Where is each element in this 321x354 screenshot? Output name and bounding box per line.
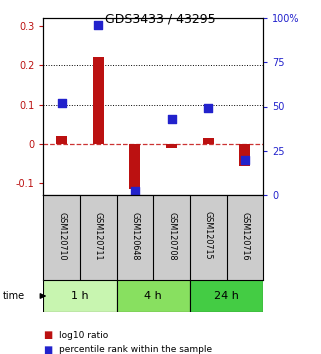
Text: GSM120708: GSM120708: [167, 212, 176, 260]
Bar: [166, 144, 177, 148]
Text: GDS3433 / 43295: GDS3433 / 43295: [105, 12, 216, 25]
Text: GSM120710: GSM120710: [57, 212, 66, 260]
Text: ■: ■: [43, 345, 53, 354]
Text: log10 ratio: log10 ratio: [59, 331, 108, 339]
Text: 24 h: 24 h: [214, 291, 239, 301]
Text: GSM120711: GSM120711: [94, 212, 103, 260]
Bar: [93, 57, 104, 144]
Text: ■: ■: [43, 330, 53, 340]
Bar: [239, 144, 250, 166]
Bar: [56, 136, 67, 144]
Text: 1 h: 1 h: [71, 291, 89, 301]
Text: GSM120716: GSM120716: [240, 212, 249, 260]
Point: [169, 116, 174, 122]
Text: percentile rank within the sample: percentile rank within the sample: [59, 346, 213, 354]
Point: [206, 105, 211, 111]
Bar: [117, 280, 190, 312]
Bar: [190, 280, 263, 312]
Point: [59, 100, 64, 106]
Text: GSM120648: GSM120648: [130, 212, 139, 260]
Point: [242, 157, 247, 162]
Text: 4 h: 4 h: [144, 291, 162, 301]
Bar: [203, 138, 214, 144]
Point: [132, 189, 137, 194]
Bar: [129, 144, 141, 189]
Text: time: time: [3, 291, 25, 301]
Text: GSM120715: GSM120715: [204, 211, 213, 260]
Bar: [43, 280, 117, 312]
Point: [96, 22, 101, 28]
